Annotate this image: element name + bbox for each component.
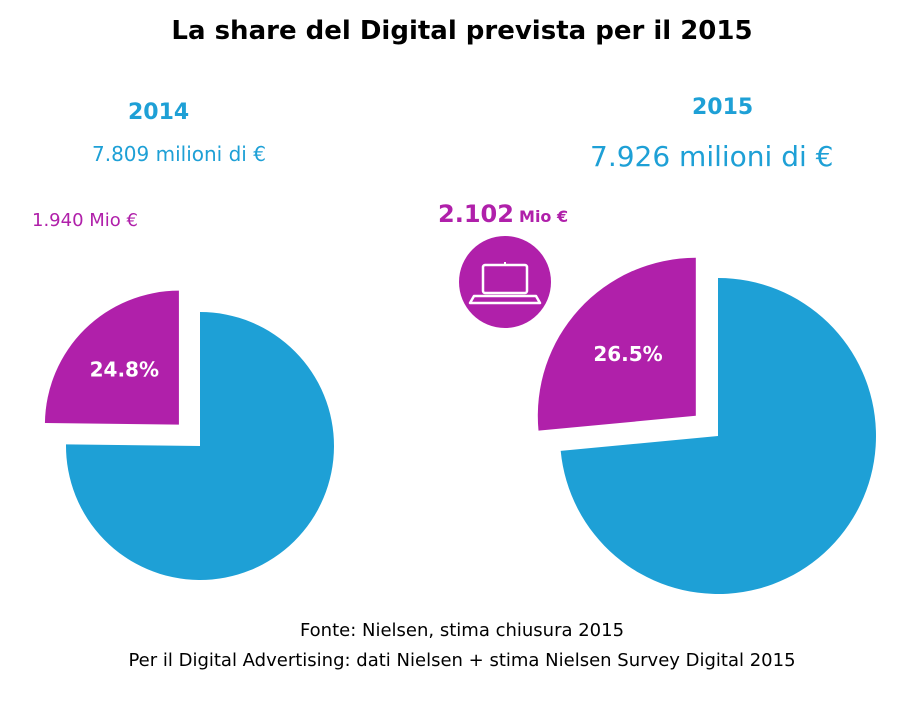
pie-2015: 26.5% [537,257,876,595]
digital-2015-value: 2.102 [438,200,514,228]
pie-2014-slice-1 [65,312,334,580]
source-line-2: Per il Digital Advertising: dati Nielsen… [128,650,796,671]
laptop-icon-base [468,294,542,305]
pie-2015-slice-0-label: 26.5% [593,342,662,366]
total-2014-label: 7.809 milioni di € [92,142,266,166]
source-line-1: Fonte: Nielsen, stima chiusura 2015 [299,620,625,641]
pie-2015-slice-0 [537,257,696,431]
digital-2014-label: 1.940 Mio € [32,210,138,231]
laptop-icon [459,236,551,328]
year-2015-label: 2015 [692,95,754,120]
digital-2015-label: 2.102 Mio € [438,200,568,228]
pie-2015-slice-1 [560,278,876,595]
pie-2014-slice-0-label: 24.8% [90,357,159,381]
year-2014-label: 2014 [128,100,190,125]
pie-2014: 24.8% [44,290,334,580]
total-2015-label: 7.926 milioni di € [590,140,834,173]
laptop-icon-background [459,236,551,328]
pie-2014-slice-0 [44,290,179,425]
digital-2015-unit: Mio € [519,207,569,226]
chart-title: La share del Digital prevista per il 201… [171,16,753,46]
